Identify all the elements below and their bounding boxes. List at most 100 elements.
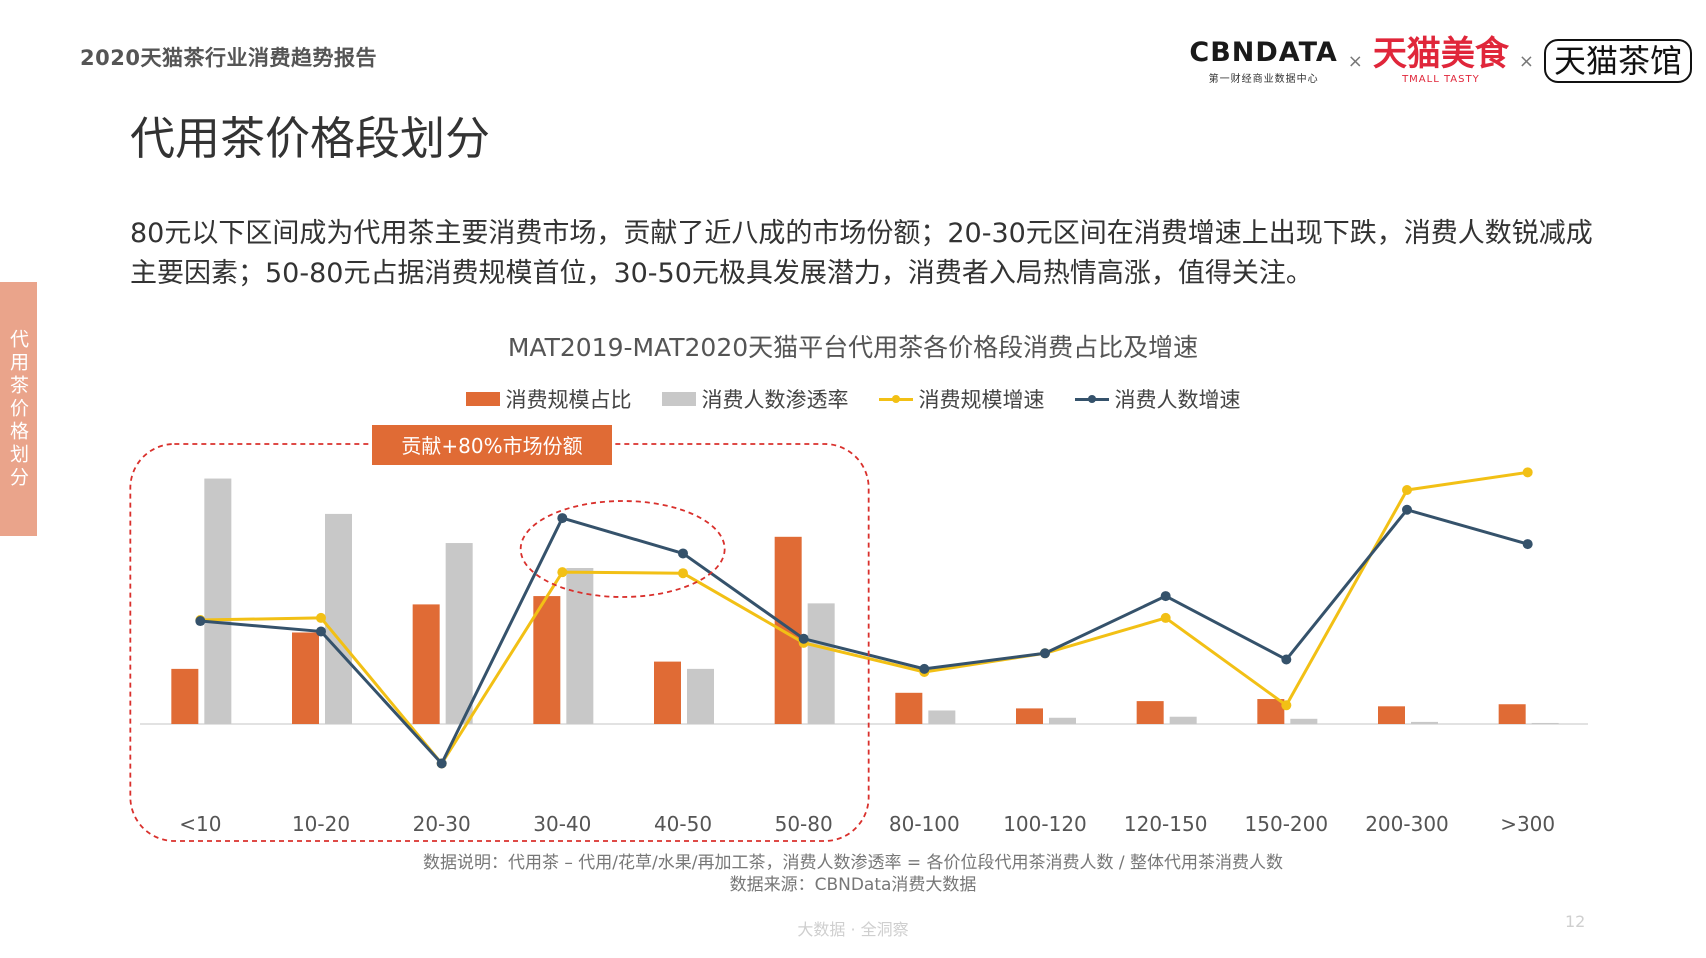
point-consumer-growth-11	[1522, 539, 1533, 550]
point-consumer-growth-7	[1040, 648, 1050, 659]
bar-penetration-10	[1411, 721, 1438, 724]
x-tick-label-1: 10-20	[292, 812, 350, 836]
point-consumer-growth-6	[919, 663, 930, 674]
tmall-logo-main: 天猫美食	[1372, 34, 1509, 74]
data-description: 数据说明：代用茶 – 代用/花草/水果/再加工茶，消费人数渗透率 = 各价位段代…	[422, 853, 1284, 873]
bar-penetration-0	[204, 478, 232, 724]
legend-swatch-scale-share	[465, 392, 500, 406]
page-title: 代用茶价格段划分	[130, 112, 491, 165]
legend-item-consumer-growth: 消费人数增速	[1074, 384, 1241, 414]
cbndata-logo: CBNDATA 第一财经商业数据中心	[1189, 37, 1337, 85]
tmall-logo-sub: TMALL TASTY	[1402, 74, 1480, 85]
point-scale-growth-10	[1402, 485, 1412, 495]
point-consumer-growth-10	[1402, 504, 1412, 515]
x-tick-label-10: 200-300	[1365, 812, 1449, 836]
x-tick-label-4: 40-50	[654, 812, 712, 836]
footer-slogan: 大数据 · 全洞察	[797, 920, 909, 939]
point-scale-growth-4	[678, 568, 688, 579]
legend-swatch-penetration	[661, 392, 696, 406]
cbndata-logo-sub: 第一财经商业数据中心	[1208, 74, 1319, 85]
legend-label-consumer-growth: 消费人数增速	[1114, 388, 1241, 412]
bar-penetration-6	[928, 710, 956, 724]
report-title: 2020天猫茶行业消费趋势报告	[80, 46, 377, 70]
annotation-box-under-80	[129, 443, 870, 842]
legend-item-scale-share: 消费规模占比	[465, 384, 632, 414]
point-scale-growth-1	[316, 612, 326, 623]
legend-label-scale-share: 消费规模占比	[505, 388, 632, 412]
logo-area: CBNDATA 第一财经商业数据中心 × 天猫美食 TMALL TASTY × …	[1189, 26, 1692, 96]
bar-penetration-2	[445, 543, 473, 724]
point-scale-growth-2	[436, 758, 447, 769]
bar-scale-share-3	[533, 596, 561, 724]
x-tick-label-5: 50-80	[775, 812, 833, 836]
bar-scale-share-7	[1016, 708, 1043, 724]
legend-label-scale-growth: 消费规模增速	[918, 388, 1045, 412]
x-tick-label-8: 120-150	[1124, 812, 1208, 836]
point-consumer-growth-4	[678, 548, 688, 559]
bar-penetration-4	[687, 668, 714, 724]
x-tick-label-3: 30-40	[533, 812, 591, 836]
bar-penetration-7	[1049, 717, 1076, 724]
bar-scale-share-9	[1257, 699, 1285, 724]
point-scale-growth-3	[557, 567, 568, 578]
side-tab-label: 代用茶价格划分	[7, 328, 29, 490]
cbndata-logo-main: CBNDATA	[1189, 37, 1338, 68]
legend-item-penetration: 消费人数渗透率	[661, 384, 849, 414]
data-notes: 数据说明：代用茶 – 代用/花草/水果/再加工茶，消费人数渗透率 = 各价位段代…	[0, 852, 1706, 896]
bar-scale-share-4	[654, 661, 681, 724]
bar-scale-share-11	[1498, 704, 1526, 724]
bar-scale-share-10	[1378, 706, 1405, 724]
point-consumer-growth-0	[195, 616, 206, 627]
x-tick-label-6: 80-100	[889, 812, 960, 836]
line-scale-growth	[200, 470, 1528, 766]
point-consumer-growth-9	[1281, 654, 1292, 665]
x-tick-label-9: 150-200	[1245, 812, 1329, 836]
x-tick-label-7: 100-120	[1003, 812, 1087, 836]
point-scale-growth-6	[919, 667, 930, 677]
bar-penetration-9	[1290, 718, 1318, 724]
point-scale-growth-0	[195, 615, 206, 625]
bar-penetration-5	[807, 603, 835, 724]
bar-penetration-3	[566, 568, 594, 724]
bar-scale-share-1	[292, 632, 319, 724]
point-consumer-growth-8	[1160, 591, 1171, 602]
bar-penetration-8	[1169, 716, 1197, 724]
tmall-tasty-logo: 天猫美食 TMALL TASTY	[1373, 37, 1509, 85]
point-scale-growth-7	[1040, 648, 1050, 659]
point-consumer-growth-3	[557, 513, 568, 524]
point-consumer-growth-1	[316, 626, 326, 637]
legend-swatch-scale-growth	[878, 392, 913, 406]
x-tick-label-2: 20-30	[413, 812, 471, 836]
chart-title: MAT2019-MAT2020天猫平台代用茶各价格段消费占比及增速	[507, 333, 1199, 362]
legend-swatch-consumer-growth	[1074, 392, 1109, 406]
point-scale-growth-8	[1160, 612, 1171, 623]
legend-item-scale-growth: 消费规模增速	[878, 384, 1045, 414]
point-scale-growth-11	[1522, 467, 1533, 478]
annotation-ellipse-30-50	[519, 500, 726, 598]
annotation-label: 贡献+80%市场份额	[401, 434, 582, 458]
annotation-label-bg	[372, 425, 612, 465]
tmall-teahouse-logo: 天猫茶馆	[1543, 39, 1692, 83]
legend-label-penetration: 消费人数渗透率	[701, 388, 849, 412]
bar-scale-share-0	[171, 668, 199, 724]
x-tick-label-0: <10	[179, 812, 221, 836]
bar-scale-share-5	[774, 536, 802, 724]
page-number: 12	[1565, 912, 1586, 931]
chart-legend: 消费规模占比 消费人数渗透率 消费规模增速 消费人数增速	[0, 384, 1706, 414]
logo-separator-2: ×	[1518, 50, 1534, 72]
bar-scale-share-2	[412, 604, 440, 724]
point-consumer-growth-2	[436, 758, 447, 769]
point-scale-growth-9	[1281, 700, 1292, 711]
point-scale-growth-5	[798, 637, 809, 648]
data-source: 数据来源：CBNData消费大数据	[729, 875, 977, 895]
bar-scale-share-8	[1136, 701, 1164, 724]
bar-penetration-1	[325, 513, 352, 724]
side-tab: 代用茶价格划分	[0, 282, 37, 536]
logo-separator: ×	[1347, 50, 1363, 72]
bar-scale-share-6	[895, 692, 923, 724]
bar-penetration-11	[1531, 722, 1559, 724]
point-consumer-growth-5	[798, 633, 809, 644]
summary-text: 80元以下区间成为代用茶主要消费市场，贡献了近八成的市场份额；20-30元区间在…	[130, 218, 1593, 289]
line-consumer-growth	[200, 508, 1529, 766]
x-tick-label-11: >300	[1500, 812, 1555, 836]
